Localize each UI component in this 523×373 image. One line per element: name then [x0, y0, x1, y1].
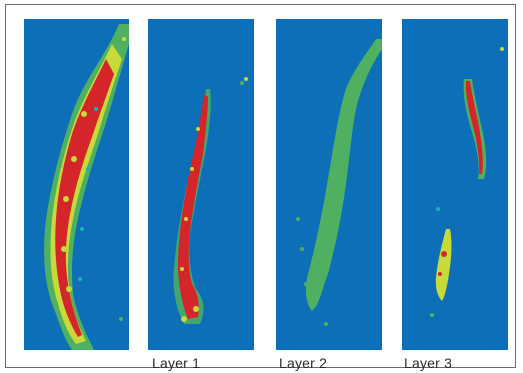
caption-layer-2: Layer 2: [279, 355, 328, 371]
panel-layer-1-image: [148, 19, 254, 350]
caption-layer-1: Layer 1: [152, 355, 201, 371]
caption-layer-3: Layer 3: [404, 355, 453, 371]
panel-composite-image: [24, 19, 129, 350]
panel-layer-3-image: [402, 19, 508, 350]
figure-frame: Layer 1 Layer 2 Layer 3: [5, 4, 516, 371]
panel-layer-2-image: [276, 19, 382, 350]
